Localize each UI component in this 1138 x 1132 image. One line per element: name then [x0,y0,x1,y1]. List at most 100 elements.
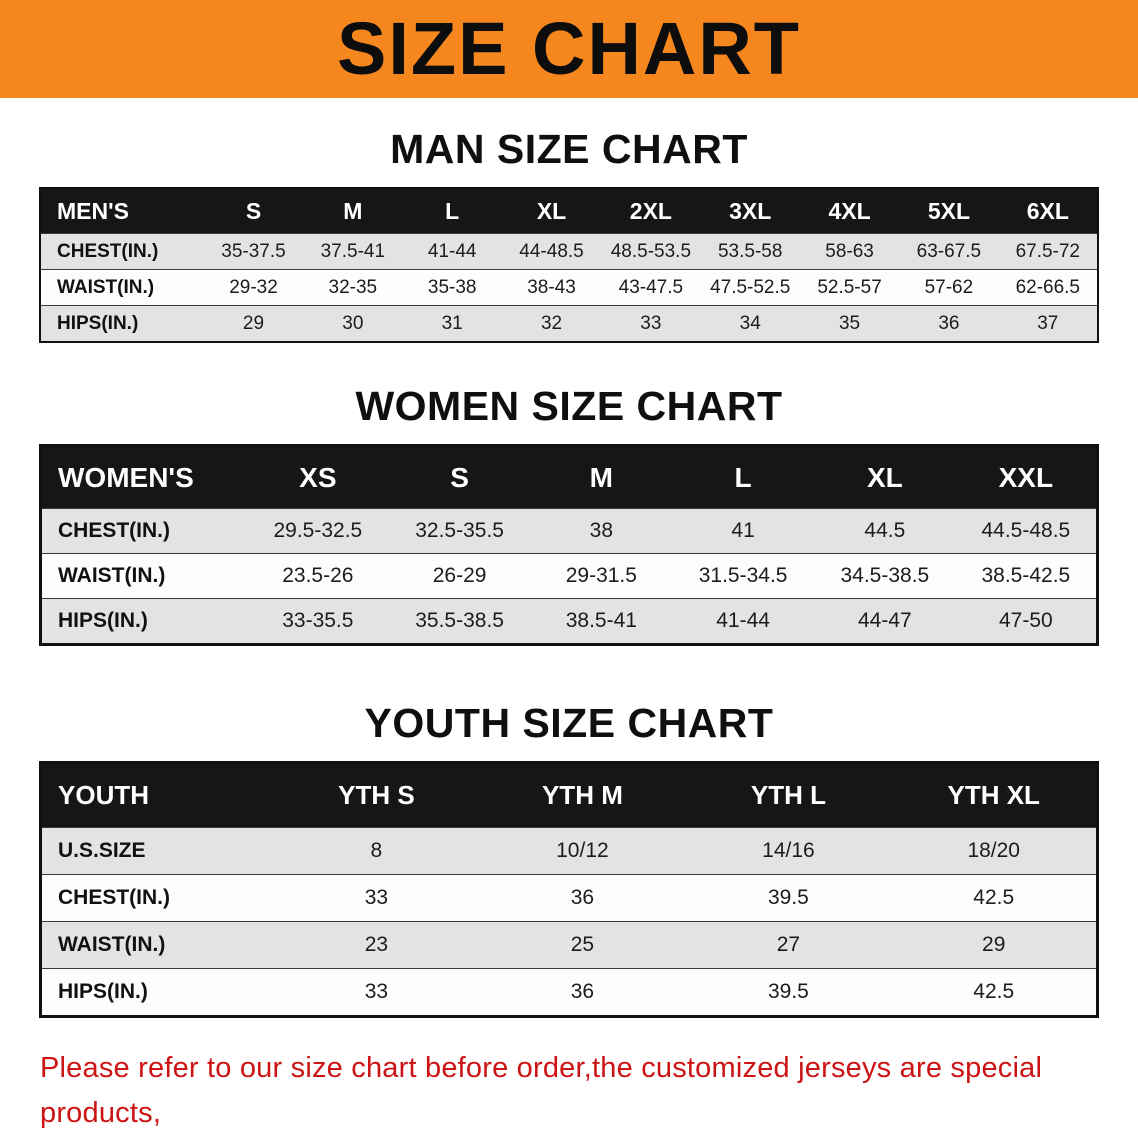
size-value: 41-44 [402,233,502,270]
table-row: HIPS(IN.) 29 30 31 32 33 34 35 36 37 [40,305,1098,342]
row-label: U.S.SIZE [40,827,274,875]
size-value: 31 [402,305,502,342]
table-row: CHEST(IN.) 35-37.5 37.5-41 41-44 44-48.5 48.5… [40,233,1098,270]
size-value: 33 [601,305,701,342]
men-size-table: MEN'S S M L XL 2XL 3XL 4XL 5XL 6XL CHEST(IN.) 35-37… [39,187,1099,343]
size-value: 52.5-57 [799,269,900,306]
table-row: HIPS(IN.) 33 36 39.5 42.5 [40,968,1098,1017]
youth-section-heading: YOUTH SIZE CHART [364,700,774,746]
size-value: 35-37.5 [203,233,304,270]
women-size-table: WOMEN'S XS S M L XL XXL CHEST(IN.) 29.5-32.5 32.5… [39,444,1099,646]
size-value: 35-38 [402,269,502,306]
size-column-header: M [303,188,403,234]
size-value: 33 [273,968,480,1017]
size-value: 63-67.5 [899,233,999,270]
size-column-header: 3XL [700,188,800,234]
table-title-cell: MEN'S [40,188,204,234]
table-header-row: MEN'S S M L XL 2XL 3XL 4XL 5XL 6XL [40,188,1098,234]
size-value: 35 [799,305,900,342]
size-column-header: 5XL [899,188,999,234]
row-label: CHEST(IN.) [40,233,204,270]
size-column-header: YTH L [685,762,892,828]
size-value: 38.5-42.5 [955,553,1098,599]
size-column-header: 6XL [998,188,1098,234]
row-label: CHEST(IN.) [40,874,274,922]
size-value: 18/20 [891,827,1098,875]
size-value: 27 [685,921,892,969]
size-column-header: XL [813,445,956,509]
row-label: HIPS(IN.) [40,305,204,342]
size-value: 8 [273,827,480,875]
size-sections: MAN SIZE CHART MEN'S S M L XL 2XL 3XL 4XL 5XL 6XL C… [0,126,1138,1018]
size-value: 42.5 [891,874,1098,922]
table-row: CHEST(IN.) 29.5-32.5 32.5-35.5 38 41 44.5 44.5… [40,508,1098,554]
size-value: 29-32 [203,269,304,306]
size-value: 26-29 [388,553,531,599]
size-value: 35.5-38.5 [388,598,531,645]
banner: SIZE CHART [0,0,1138,98]
size-value: 25 [479,921,686,969]
size-value: 36 [479,874,686,922]
size-value: 38-43 [501,269,602,306]
size-value: 41 [672,508,814,554]
size-value: 34 [700,305,800,342]
size-value: 42.5 [891,968,1098,1017]
size-column-header: S [203,188,304,234]
size-value: 34.5-38.5 [813,553,956,599]
size-value: 39.5 [685,874,892,922]
size-column-header: S [388,445,531,509]
row-label: HIPS(IN.) [40,598,247,645]
table-row: U.S.SIZE 8 10/12 14/16 18/20 [40,827,1098,875]
table-row: HIPS(IN.) 33-35.5 35.5-38.5 38.5-41 41-44 44-… [40,598,1098,645]
size-value: 14/16 [685,827,892,875]
size-value: 53.5-58 [700,233,800,270]
men-size-section: MAN SIZE CHART MEN'S S M L XL 2XL 3XL 4XL 5XL 6XL C… [0,126,1138,343]
size-value: 33 [273,874,480,922]
table-title-cell: YOUTH [40,762,274,828]
size-value: 23.5-26 [246,553,389,599]
size-value: 44.5 [813,508,956,554]
size-value: 29 [891,921,1098,969]
row-label: WAIST(IN.) [40,269,204,306]
size-column-header: L [402,188,502,234]
row-label: CHEST(IN.) [40,508,247,554]
table-row: WAIST(IN.) 29-32 32-35 35-38 38-43 43-47.5 47.… [40,269,1098,306]
size-column-header: L [672,445,814,509]
row-label: WAIST(IN.) [40,553,247,599]
table-row: CHEST(IN.) 33 36 39.5 42.5 [40,874,1098,922]
size-value: 29.5-32.5 [246,508,389,554]
size-column-header: 2XL [601,188,701,234]
size-value: 44-47 [813,598,956,645]
youth-size-table: YOUTH YTH S YTH M YTH L YTH XL U.S.SIZE 8 10/12… [39,761,1099,1018]
size-value: 10/12 [479,827,686,875]
disclaimer-line-1: Please refer to our size chart before or… [40,1052,1043,1129]
table-title-cell: WOMEN'S [40,445,247,509]
size-value: 30 [303,305,403,342]
size-value: 36 [899,305,999,342]
size-value: 38 [530,508,673,554]
size-value: 44.5-48.5 [955,508,1098,554]
size-value: 29-31.5 [530,553,673,599]
size-column-header: XXL [955,445,1098,509]
size-value: 32 [501,305,602,342]
youth-size-section: YOUTH SIZE CHART YOUTH YTH S YTH M YTH L YTH … [0,700,1138,1018]
row-label: WAIST(IN.) [40,921,274,969]
size-value: 37 [998,305,1098,342]
table-row: WAIST(IN.) 23 25 27 29 [40,921,1098,969]
size-value: 57-62 [899,269,999,306]
row-label: HIPS(IN.) [40,968,274,1017]
size-column-header: XL [501,188,602,234]
table-row: WAIST(IN.) 23.5-26 26-29 29-31.5 31.5-34.5 34… [40,553,1098,599]
size-value: 32.5-35.5 [388,508,531,554]
size-value: 47.5-52.5 [700,269,800,306]
table-header-row: WOMEN'S XS S M L XL XXL [40,445,1098,509]
size-value: 36 [479,968,686,1017]
women-section-heading: WOMEN SIZE CHART [355,383,783,429]
men-section-heading: MAN SIZE CHART [390,126,748,172]
page-title: SIZE CHART [337,7,801,90]
size-value: 39.5 [685,968,892,1017]
table-header-row: YOUTH YTH S YTH M YTH L YTH XL [40,762,1098,828]
size-value: 62-66.5 [998,269,1098,306]
size-value: 44-48.5 [501,233,602,270]
size-column-header: 4XL [799,188,900,234]
